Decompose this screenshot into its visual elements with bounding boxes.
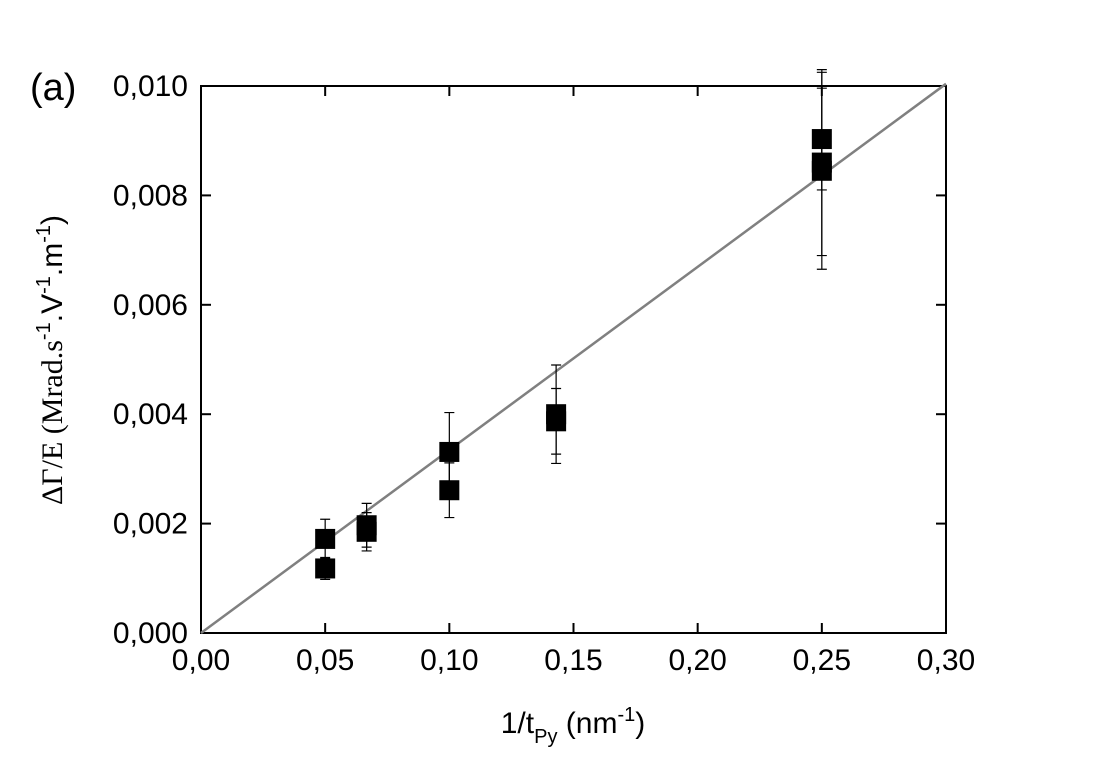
- y-tick-label: 0,004: [113, 398, 188, 431]
- x-tick-label: 0,00: [172, 644, 230, 677]
- marker: [315, 558, 336, 579]
- panel-label: (a): [30, 67, 76, 109]
- x-axis-label-part: Py: [534, 726, 557, 748]
- x-tick-label: 0,30: [917, 644, 975, 677]
- marker: [439, 480, 460, 501]
- fit-line: [200, 82, 947, 635]
- y-axis-label-part: .m: [36, 243, 69, 276]
- marker: [546, 411, 567, 432]
- x-axis-label-part: (nm: [557, 707, 617, 740]
- y-axis-label-part: ): [36, 215, 69, 225]
- x-axis-label: 1/tPy (nm-1): [501, 704, 646, 748]
- x-tick-label: 0,05: [296, 644, 354, 677]
- y-tick-label: 0,008: [113, 179, 188, 212]
- x-tick-label: 0,25: [793, 644, 851, 677]
- marker: [811, 160, 832, 181]
- y-axis-label-part: -1: [33, 225, 55, 243]
- y-axis-label-part: ΔΓ/E (Mrad.s: [36, 340, 69, 505]
- x-axis-label-part: ): [635, 707, 645, 740]
- x-tick-label: 0,20: [668, 644, 726, 677]
- y-axis-label-part: -1: [33, 322, 55, 340]
- y-tick-label: 0,010: [113, 70, 188, 103]
- y-tick-label: 0,002: [113, 508, 188, 541]
- y-axis-label-part: .V: [36, 294, 69, 322]
- y-axis-label-part: -1: [33, 276, 55, 294]
- x-tick-label: 0,15: [544, 644, 602, 677]
- x-tick-label: 0,10: [420, 644, 478, 677]
- x-axis-label-part: -1: [617, 704, 635, 726]
- y-tick-label: 0,000: [113, 617, 188, 650]
- x-axis-label-part: 1/t: [501, 707, 535, 740]
- y-tick-label: 0,006: [113, 289, 188, 322]
- marker: [315, 528, 336, 549]
- marker: [356, 521, 377, 542]
- y-axis-label: ΔΓ/E (Mrad.s-1.V-1.m-1): [33, 215, 69, 505]
- marker: [439, 441, 460, 462]
